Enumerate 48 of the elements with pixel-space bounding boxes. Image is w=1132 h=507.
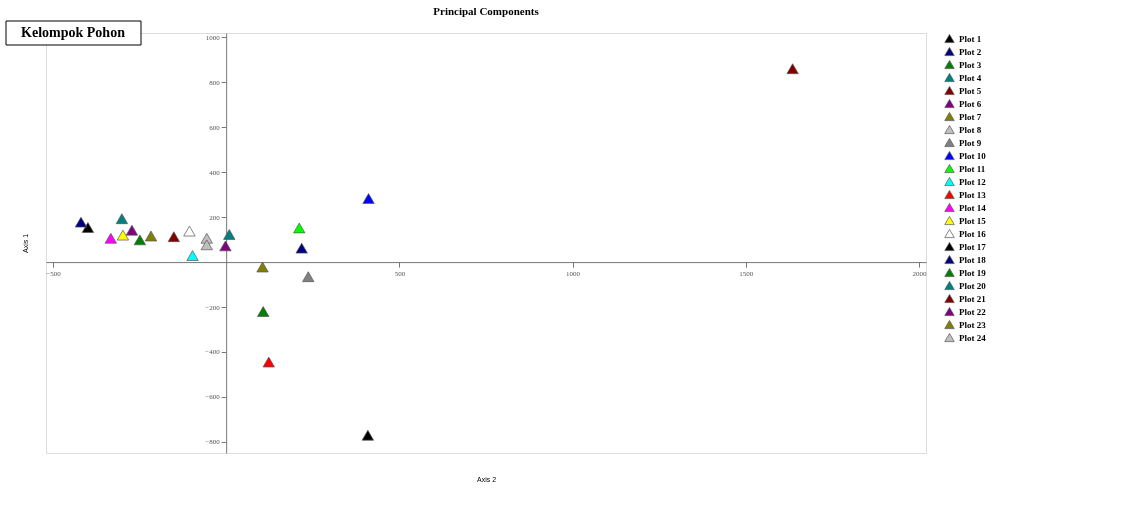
point <box>167 231 180 242</box>
point <box>183 225 196 237</box>
chart-title: Principal Components <box>433 4 540 17</box>
point <box>219 240 232 252</box>
legend-label: Plot 10 <box>959 150 987 161</box>
point <box>362 193 375 204</box>
legend-label: Plot 16 <box>959 228 987 239</box>
legend-label: Plot 15 <box>959 215 987 226</box>
legend-label: Plot 9 <box>959 137 982 148</box>
point <box>262 356 275 368</box>
legend-label: Plot 7 <box>959 111 982 122</box>
point <box>293 222 306 234</box>
legend-label: Plot 6 <box>959 98 982 109</box>
point <box>133 234 146 246</box>
legend-label: Plot 18 <box>959 254 987 265</box>
legend-label: Plot 5 <box>959 85 982 96</box>
annotation: Kelompok Pohon <box>21 25 126 40</box>
legend-label: Plot 1 <box>959 33 982 44</box>
legend-label: Plot 23 <box>959 319 987 330</box>
legend-label: Plot 3 <box>959 59 982 70</box>
point <box>223 229 236 240</box>
point <box>256 261 269 273</box>
point <box>786 63 799 74</box>
point <box>257 306 270 317</box>
point <box>125 224 138 236</box>
legend-label: Plot 20 <box>959 280 987 291</box>
legend-label: Plot 12 <box>959 176 987 187</box>
legend-label: Plot 2 <box>959 46 982 57</box>
legend-label: Plot 22 <box>959 306 987 317</box>
legend-label: Plot 17 <box>959 241 987 252</box>
legend-label: Plot 14 <box>959 202 987 213</box>
legend-label: Plot 24 <box>959 332 987 343</box>
point <box>116 229 129 241</box>
point <box>144 230 158 242</box>
legend-label: Plot 8 <box>959 124 982 135</box>
point <box>74 216 88 228</box>
point <box>200 239 213 251</box>
legend-label: Plot 19 <box>959 267 987 278</box>
legend-label: Plot 4 <box>959 72 982 83</box>
point <box>295 242 308 254</box>
point <box>186 250 199 261</box>
point <box>115 213 128 225</box>
legend-label: Plot 21 <box>959 293 987 304</box>
legend-label: Plot 13 <box>959 189 987 200</box>
point <box>361 429 374 441</box>
point <box>302 271 315 282</box>
point <box>104 233 117 244</box>
legend-label: Plot 11 <box>959 163 986 174</box>
